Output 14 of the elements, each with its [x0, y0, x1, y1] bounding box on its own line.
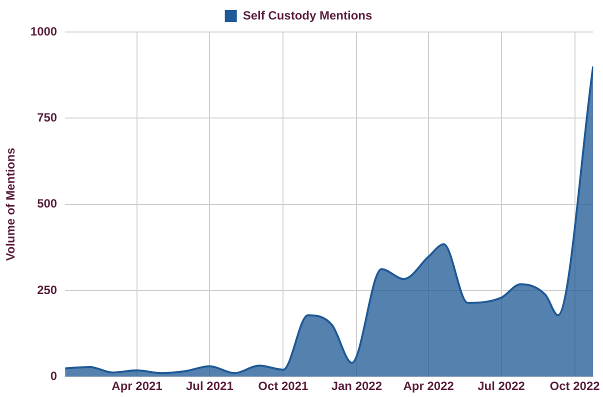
x-tick-label: Jul 2021	[186, 379, 234, 394]
x-tick-label: Oct 2021	[258, 379, 309, 394]
x-tick-label: Apr 2022	[403, 379, 454, 394]
y-tick-label: 250	[37, 282, 58, 297]
x-tick-label: Oct 2022	[550, 379, 600, 394]
x-tick-label: Apr 2021	[112, 379, 163, 394]
legend-label: Self Custody Mentions	[242, 8, 372, 22]
x-tick-label: Jul 2022	[478, 379, 526, 394]
y-tick-label: 500	[37, 196, 58, 211]
y-tick-label: 1000	[30, 24, 58, 38]
x-tick-label: Jan 2022	[331, 379, 382, 394]
y-tick-label: 0	[50, 368, 58, 383]
y-tick-label: 750	[37, 110, 58, 124]
y-axis-title: Volume of Mentions	[4, 147, 18, 261]
